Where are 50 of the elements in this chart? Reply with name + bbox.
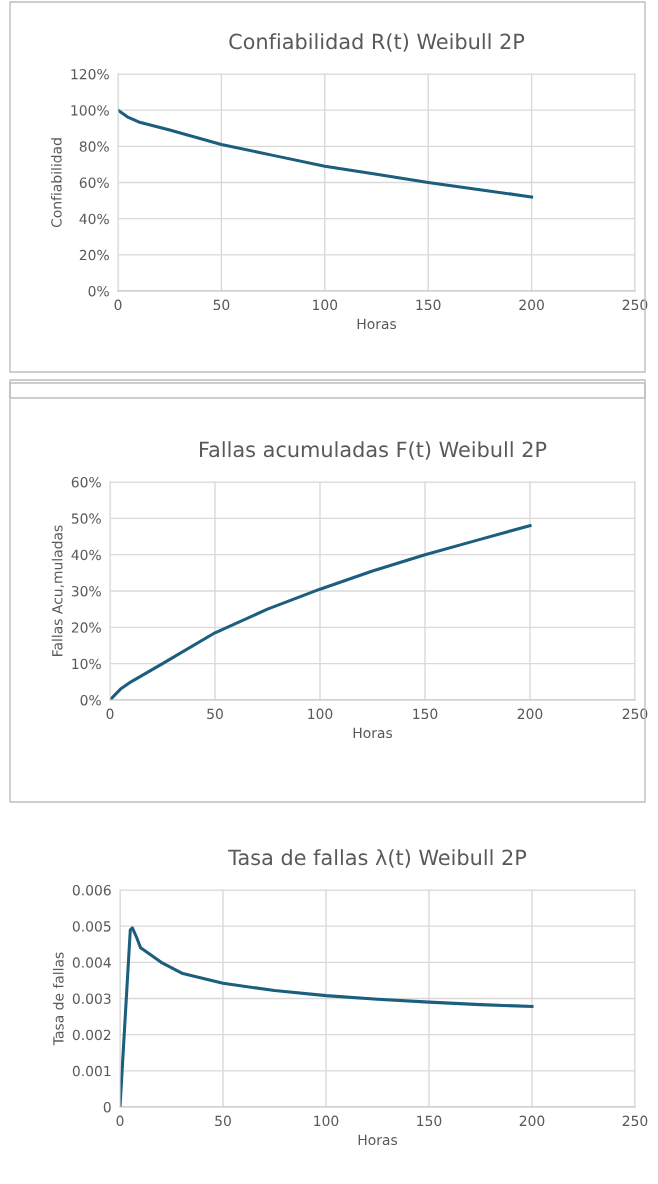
y-tick-label: 40% <box>71 549 101 561</box>
y-axis-title: Fallas Acu,muladas <box>51 525 64 656</box>
line-series <box>110 524 532 700</box>
x-tick-label: 100 <box>308 708 333 720</box>
chart-title: Fallas acumuladas F(t) Weibull 2P <box>200 441 547 460</box>
y-tick-label: 60% <box>71 476 101 488</box>
y-tick-label: 0% <box>88 285 109 297</box>
y-tick-label: 20% <box>71 622 101 633</box>
x-tick-label: 50 <box>215 1115 231 1127</box>
x-tick-label: 100 <box>313 299 338 311</box>
y-tick-label: 0.005 <box>72 921 111 932</box>
x-tick-label: 250 <box>622 299 648 311</box>
x-tick-label: 50 <box>213 299 230 311</box>
x-axis-title: Horas <box>357 318 397 330</box>
y-tick-label: 40% <box>79 213 109 225</box>
x-axis-title: Horas <box>358 1134 398 1146</box>
x-tick-label: 150 <box>413 708 438 720</box>
line-series <box>118 108 534 199</box>
x-tick-label: 150 <box>417 1115 442 1127</box>
y-tick-label: 0.006 <box>72 884 111 896</box>
x-tick-label: 0 <box>116 1115 124 1127</box>
y-axis-title: Confiabilidad <box>50 138 62 228</box>
x-tick-label: 250 <box>622 1115 648 1127</box>
y-tick-label: 20% <box>79 249 109 261</box>
y-tick-label: 0.004 <box>72 957 111 968</box>
y-tick-label: 0.003 <box>72 993 111 1004</box>
y-tick-label: 0 <box>103 1101 111 1113</box>
x-tick-label: 150 <box>416 299 441 311</box>
y-tick-label: 80% <box>79 141 109 152</box>
y-tick-label: 0.002 <box>72 1029 111 1041</box>
x-tick-label: 200 <box>519 299 544 311</box>
y-tick-label: 100% <box>71 105 109 116</box>
x-tick-label: 200 <box>517 708 543 720</box>
y-tick-label: 120% <box>71 68 109 80</box>
y-tick-label: 30% <box>71 585 101 597</box>
y-tick-label: 0% <box>80 694 101 706</box>
y-tick-label: 10% <box>72 658 101 670</box>
x-tick-label: 100 <box>314 1115 339 1127</box>
x-tick-label: 250 <box>622 708 648 720</box>
line-series <box>120 926 534 1107</box>
y-tick-label: 0.001 <box>72 1065 111 1077</box>
x-tick-label: 200 <box>519 1115 545 1127</box>
chart-title: Confiabilidad R(t) Weibull 2P <box>229 33 525 52</box>
x-tick-label: 50 <box>207 708 223 720</box>
y-tick-label: 50% <box>71 513 101 524</box>
chart-title: Tasa de fallas λ(t) Weibull 2P <box>228 849 527 868</box>
x-axis-title: Horas <box>353 727 393 739</box>
y-tick-label: 60% <box>79 177 109 188</box>
x-tick-label: 0 <box>114 299 122 311</box>
y-axis-title: Tasa de fallas <box>52 952 64 1046</box>
